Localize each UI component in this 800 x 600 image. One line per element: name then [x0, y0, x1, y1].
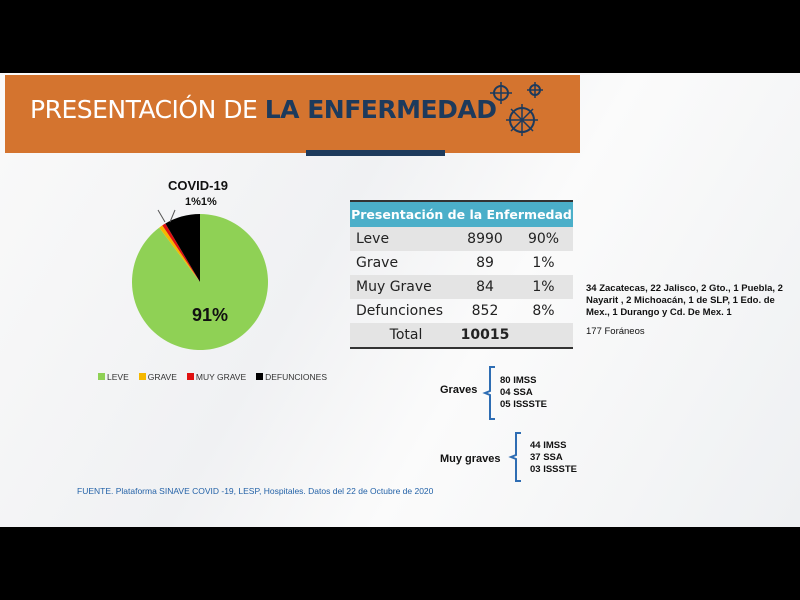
table-cell: 10015: [456, 323, 514, 348]
pie-slice-grave: [159, 225, 200, 282]
table-row: Leve 8990 90%: [350, 227, 573, 251]
list-item: 80 IMSS: [500, 375, 537, 386]
table-row: Muy Grave 84 1%: [350, 275, 573, 299]
legend-label: GRAVE: [147, 372, 177, 382]
table-cell: 8990: [456, 227, 514, 251]
legend-swatch: [98, 373, 105, 380]
header-underline: [306, 150, 445, 156]
legend-swatch: [186, 373, 194, 380]
foraneos-note: 177 Foráneos: [586, 326, 645, 337]
table-cell: Muy Grave: [350, 275, 456, 299]
table-header: Presentación de la Enfermedad: [350, 201, 573, 227]
table-cell: 90%: [514, 227, 573, 251]
legend-swatch: [256, 373, 264, 380]
list-item: 03 ISSSTE: [530, 464, 577, 475]
legend-item: DEFUNCIONES: [256, 372, 327, 382]
title-bold: LA ENFERMEDAD: [264, 95, 497, 124]
page-title: PRESENTACIÓN DE LA ENFERMEDAD: [30, 95, 497, 124]
small-slice-labels: 1%1%: [185, 196, 217, 208]
legend-label: DEFUNCIONES: [265, 372, 327, 382]
legend-label: LEVE: [107, 372, 129, 382]
header-banner: [5, 75, 580, 153]
table-cell: Leve: [350, 227, 456, 251]
source-footer: FUENTE. Plataforma SINAVE COVID -19, LES…: [77, 486, 434, 496]
table-cell: 8%: [532, 303, 555, 319]
table-cell: Defunciones: [356, 303, 444, 319]
muy-graves-label: Muy graves: [440, 453, 501, 465]
graves-label: Graves: [440, 384, 478, 396]
list-item: 04 SSA: [500, 387, 533, 398]
table-cell: 1%: [514, 275, 573, 299]
table-cell: Grave: [356, 255, 399, 271]
table-cell: 1%: [532, 255, 555, 271]
presentation-table: Presentación de la Enfermedad Leve 8990 90…: [350, 200, 573, 349]
leader-line: [157, 209, 166, 223]
pie-chart: [132, 209, 268, 350]
table-row: Defunciones 852 8%: [350, 299, 573, 323]
legend-swatch: [138, 373, 146, 380]
list-item: 37 SSA: [530, 452, 563, 463]
list-item: 05 ISSSTE: [500, 399, 547, 410]
states-note: 34 Zacatecas, 22 Jalisco, 2 Gto., 1 Pueb…: [586, 283, 783, 318]
muy-graves-list: 44 IMSS 37 SSA 03 ISSSTE: [530, 440, 577, 476]
table-row: Total 10015: [350, 323, 573, 348]
data-label-leve: 91%: [192, 305, 229, 325]
leader-line: [169, 209, 176, 223]
legend-item: MUY GRAVE: [186, 372, 247, 382]
pie-slice-defunciones: [165, 214, 200, 282]
table-row: Grave 89 1%: [350, 251, 573, 275]
legend-item: LEVE: [98, 372, 129, 382]
table-cell: 84: [456, 275, 514, 299]
legend-item: GRAVE: [138, 372, 177, 382]
legend-label: MUY GRAVE: [195, 372, 247, 382]
list-item: 44 IMSS: [530, 440, 567, 451]
brace-icon: [482, 366, 495, 420]
table-cell: Total: [350, 323, 456, 348]
chart-legend: LEVE GRAVE MUY GRAVE DEFUNCIONES: [98, 372, 327, 382]
chart-title: COVID-19: [168, 178, 228, 193]
table-cell: [514, 323, 573, 348]
pie-slice-muy-grave: [162, 223, 200, 282]
title-light: PRESENTACIÓN DE: [30, 95, 265, 124]
brace-icon: [508, 432, 521, 482]
table-cell: 852: [471, 303, 499, 319]
graves-list: 80 IMSS 04 SSA 05 ISSSTE: [500, 375, 547, 411]
virus-icon: [490, 82, 543, 136]
table-cell: 89: [476, 255, 494, 271]
